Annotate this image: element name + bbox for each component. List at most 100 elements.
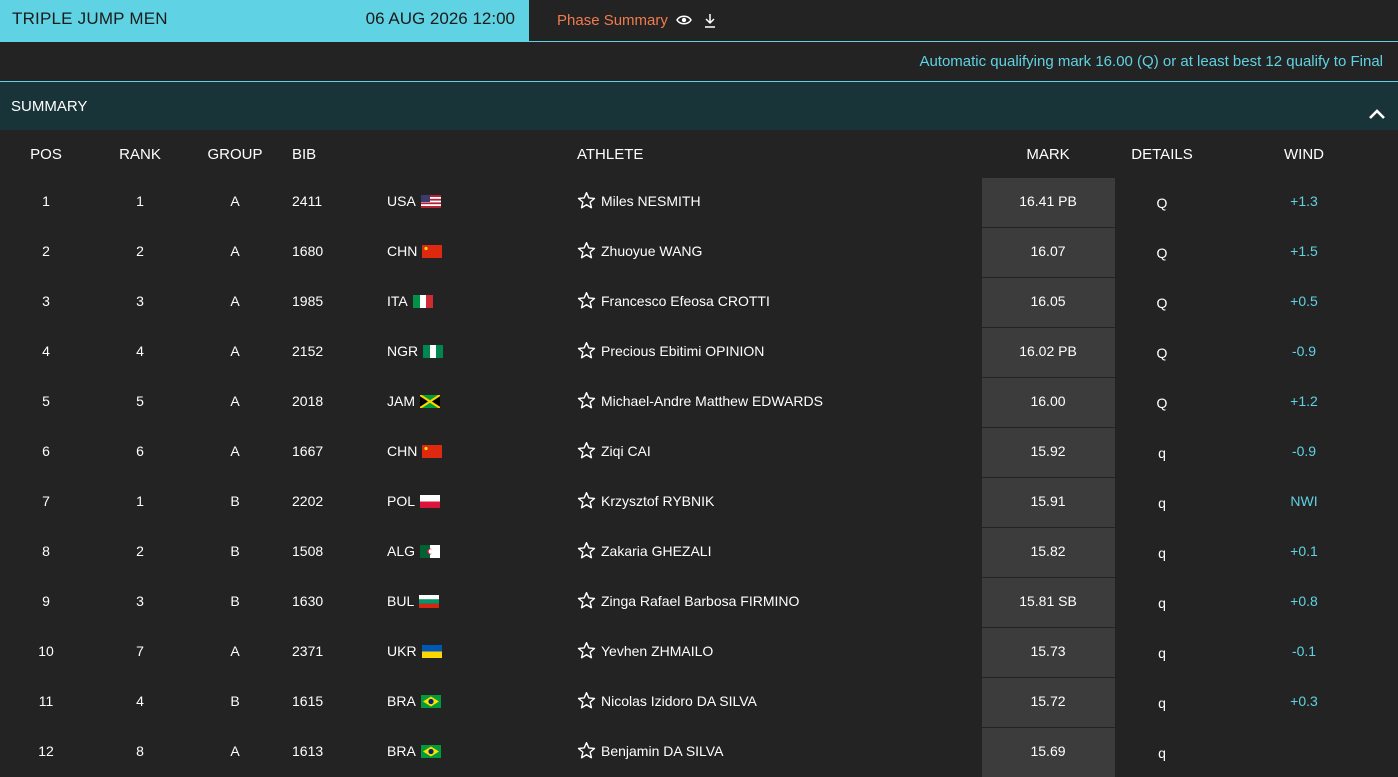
country-cell: POL xyxy=(387,493,441,509)
mark-cell: 15.69 xyxy=(982,728,1115,777)
athlete-cell[interactable]: Krzysztof RYBNIK xyxy=(577,491,714,510)
mark-value: 15.82 xyxy=(1030,543,1066,559)
pos-cell: 1 xyxy=(42,193,50,209)
athlete-name[interactable]: Krzysztof RYBNIK xyxy=(601,492,715,509)
athlete-name[interactable]: Zhuoyue WANG xyxy=(601,242,703,259)
event-name: TRIPLE JUMP MEN xyxy=(12,9,168,28)
athlete-cell[interactable]: Ziqi CAI xyxy=(577,441,651,460)
favorite-star-icon[interactable] xyxy=(577,341,596,360)
group-cell: B xyxy=(230,593,240,609)
download-icon[interactable] xyxy=(703,13,717,28)
mark-value: 15.92 xyxy=(1030,443,1066,459)
athlete-cell[interactable]: Miles NESMITH xyxy=(577,191,701,210)
country-cell: NGR xyxy=(387,343,444,359)
eye-icon[interactable] xyxy=(676,13,692,27)
athlete-cell[interactable]: Nicolas Izidoro DA SILVA xyxy=(577,691,757,710)
athlete-name[interactable]: Zinga Rafael Barbosa FIRMINO xyxy=(601,592,800,609)
details-cell: Q xyxy=(1156,195,1168,211)
country-code: CHN xyxy=(387,443,418,459)
favorite-star-icon[interactable] xyxy=(577,691,596,710)
table-row: 6 6 A 1667 CHN Ziqi CAI 15.92 q -0.9 xyxy=(0,428,1398,478)
flag-icon xyxy=(422,244,443,258)
phase-summary-link[interactable]: Phase Summary xyxy=(557,12,668,29)
details-cell: q xyxy=(1158,495,1166,511)
athlete-cell[interactable]: Michael-Andre Matthew EDWARDS xyxy=(577,391,823,410)
athlete-cell[interactable]: Zakaria GHEZALI xyxy=(577,541,711,560)
country-cell: ALG xyxy=(387,543,441,559)
athlete-name[interactable]: Nicolas Izidoro DA SILVA xyxy=(601,692,757,709)
bib-cell: 1630 xyxy=(292,593,324,609)
details-cell: q xyxy=(1158,545,1166,561)
rank-cell: 1 xyxy=(136,193,144,209)
column-header-details: DETAILS xyxy=(1131,146,1193,163)
group-cell: A xyxy=(230,293,240,309)
favorite-star-icon[interactable] xyxy=(577,241,596,260)
favorite-star-icon[interactable] xyxy=(577,741,596,760)
column-header-bib: BIB xyxy=(292,146,317,163)
section-title: SUMMARY xyxy=(11,98,88,115)
country-code: USA xyxy=(387,193,416,209)
country-code: BUL xyxy=(387,593,415,609)
rank-cell: 5 xyxy=(136,393,144,409)
country-cell: JAM xyxy=(387,393,440,409)
event-title-block: TRIPLE JUMP MEN 06 AUG 2026 12:00 xyxy=(0,0,529,42)
bib-cell: 1508 xyxy=(292,543,324,559)
athlete-name[interactable]: Benjamin DA SILVA xyxy=(601,742,724,759)
country-code: ITA xyxy=(387,293,408,309)
bib-cell: 1985 xyxy=(292,293,324,309)
bib-cell: 2152 xyxy=(292,343,324,359)
athlete-name[interactable]: Ziqi CAI xyxy=(601,442,651,459)
mark-value: 16.41 PB xyxy=(1019,193,1077,209)
table-row: 9 3 B 1630 BUL Zinga Rafael Barbosa FIRM… xyxy=(0,578,1398,628)
country-code: JAM xyxy=(387,393,415,409)
wind-cell: +1.2 xyxy=(1290,393,1318,409)
favorite-star-icon[interactable] xyxy=(577,541,596,560)
favorite-star-icon[interactable] xyxy=(577,291,596,310)
wind-cell: -0.1 xyxy=(1291,643,1317,659)
favorite-star-icon[interactable] xyxy=(577,591,596,610)
rank-cell: 1 xyxy=(136,493,144,509)
mark-value: 16.05 xyxy=(1030,293,1066,309)
flag-icon xyxy=(419,594,440,608)
summary-section-header[interactable]: SUMMARY xyxy=(0,82,1398,130)
athlete-name[interactable]: Miles NESMITH xyxy=(601,192,701,209)
favorite-star-icon[interactable] xyxy=(577,641,596,660)
flag-icon xyxy=(420,744,441,758)
favorite-star-icon[interactable] xyxy=(577,441,596,460)
athlete-cell[interactable]: Benjamin DA SILVA xyxy=(577,741,723,760)
athlete-cell[interactable]: Zhuoyue WANG xyxy=(577,241,702,260)
country-code: UKR xyxy=(387,643,417,659)
mark-cell: 15.82 xyxy=(982,528,1115,577)
athlete-cell[interactable]: Precious Ebitimi OPINION xyxy=(577,341,764,360)
athlete-name[interactable]: Yevhen ZHMAILO xyxy=(601,642,714,659)
pos-cell: 8 xyxy=(42,543,50,559)
chevron-up-icon[interactable] xyxy=(1368,108,1386,120)
favorite-star-icon[interactable] xyxy=(577,191,596,210)
qualification-note: Automatic qualifying mark 16.00 (Q) or a… xyxy=(919,53,1383,70)
athlete-name[interactable]: Precious Ebitimi OPINION xyxy=(601,342,765,359)
athlete-name[interactable]: Zakaria GHEZALI xyxy=(601,542,712,559)
athlete-cell[interactable]: Yevhen ZHMAILO xyxy=(577,641,713,660)
pos-cell: 12 xyxy=(38,743,54,759)
wind-cell: NWI xyxy=(1290,493,1318,509)
wind-cell: +0.1 xyxy=(1290,543,1318,559)
pos-cell: 11 xyxy=(38,693,54,709)
rank-cell: 2 xyxy=(136,243,144,259)
group-cell: B xyxy=(230,493,240,509)
mark-cell: 16.00 xyxy=(982,378,1115,427)
details-cell: Q xyxy=(1156,345,1168,361)
pos-cell: 3 xyxy=(42,293,50,309)
favorite-star-icon[interactable] xyxy=(577,391,596,410)
athlete-cell[interactable]: Zinga Rafael Barbosa FIRMINO xyxy=(577,591,799,610)
athlete-name[interactable]: Francesco Efeosa CROTTI xyxy=(601,292,770,309)
group-cell: A xyxy=(230,643,240,659)
rank-cell: 4 xyxy=(136,693,144,709)
country-cell: BUL xyxy=(387,593,440,609)
athlete-cell[interactable]: Francesco Efeosa CROTTI xyxy=(577,291,770,310)
table-row: 10 7 A 2371 UKR Yevhen ZHMAILO 15.73 q -… xyxy=(0,628,1398,678)
athlete-name[interactable]: Michael-Andre Matthew EDWARDS xyxy=(601,392,823,409)
favorite-star-icon[interactable] xyxy=(577,491,596,510)
country-code: BRA xyxy=(387,743,416,759)
details-cell: q xyxy=(1158,445,1166,461)
group-cell: A xyxy=(230,243,240,259)
